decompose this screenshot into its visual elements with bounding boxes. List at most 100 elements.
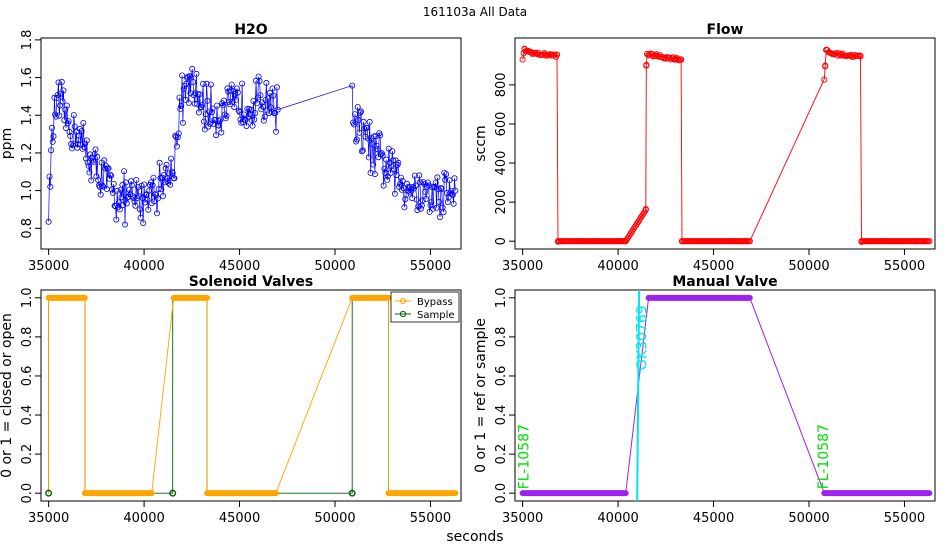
h2o-data-point [272,128,279,135]
h2o-data-point [423,195,430,202]
h2o-data-point [99,182,106,189]
h2o-y-tick-label: 1.0 [20,180,35,201]
flow-data-point [642,205,649,213]
h2o-data-point [156,159,163,166]
h2o-data-point [121,168,128,175]
h2o-data-point [199,102,206,109]
h2o-data-point [61,117,68,124]
h2o-data-point [256,78,263,85]
flow-y-tick-label: 0 [494,237,509,245]
h2o-data-point [153,210,160,217]
h2o-data-point [160,192,167,199]
h2o-panel: H2O ppm 35000 40000 45000 50000 55000 0.8 1.0 1.2… [0,22,462,274]
h2o-data-point [430,183,437,190]
sample-data-point [348,489,356,497]
h2o-data-point [70,112,77,119]
h2o-data-point [62,106,69,113]
manual-vertical-marker [636,290,641,501]
x-axis-common-label: seconds [446,529,503,545]
h2o-data-point [249,122,256,129]
h2o-data-point [443,171,450,178]
h2o-data-point [437,184,444,191]
h2o-data-point [173,143,180,150]
h2o-data-point [210,120,217,127]
h2o-data-point [370,161,377,168]
h2o-data-point [417,205,424,212]
solenoid-plot-area [45,294,459,497]
h2o-y-axis-label: ppm [0,128,15,159]
h2o-data-point [365,154,372,161]
h2o-data-point [155,185,162,192]
h2o-data-point [136,206,143,213]
h2o-data-point [364,124,371,131]
h2o-data-point [150,174,157,181]
h2o-data-point [135,193,142,200]
h2o-data-point [356,129,363,136]
h2o-data-point [66,128,73,135]
h2o-data-point [377,151,384,158]
solenoid-y-tick-label: 0.4 [20,405,35,426]
h2o-data-point [204,97,211,104]
h2o-data-point [416,172,423,179]
h2o-data-point [116,206,123,213]
h2o-data-point [71,123,78,130]
h2o-data-point [75,141,82,148]
flow-plot-frame [514,37,936,250]
h2o-data-point [97,191,104,198]
h2o-plot-area [45,65,459,228]
h2o-data-point [436,214,443,221]
h2o-data-point [86,169,93,176]
h2o-data-point [146,187,153,194]
h2o-data-point [441,169,448,176]
flow-y-tick-label: 600 [494,112,509,137]
h2o-data-point [373,142,380,149]
h2o-data-point [180,85,187,92]
h2o-y-tick-label: 1.6 [20,67,35,88]
h2o-data-point [380,182,387,189]
h2o-series-line [48,68,456,225]
h2o-data-point [235,107,242,114]
h2o-data-point [259,103,266,110]
h2o-data-point [182,96,189,103]
h2o-data-point [68,140,75,147]
h2o-x-tick-label: 35000 [28,259,69,274]
h2o-data-point [205,123,212,130]
h2o-data-point [358,148,365,155]
h2o-data-point [48,147,55,154]
h2o-data-point [45,218,52,225]
solenoid-y-tick-label: 0.0 [20,483,35,504]
h2o-data-point [186,73,193,80]
manual-y-axis-label: 0 or 1 = ref or sample [473,318,489,473]
manual-y-tick-label: 0.4 [494,405,509,426]
h2o-data-point [174,134,181,141]
h2o-data-point [134,184,141,191]
manual-y-tick-label: 0.2 [494,444,509,465]
h2o-data-point [163,161,170,168]
h2o-data-point [450,200,457,207]
sample-data-point [45,489,53,497]
h2o-data-point [128,182,135,189]
solenoid-x-tick-label: 35000 [28,511,69,526]
manual-y-tick-label: 0.6 [494,366,509,387]
h2o-data-point [411,172,418,179]
manual-y-tick-label: 0.0 [494,483,509,504]
h2o-data-point [221,111,228,118]
h2o-data-point [83,155,90,162]
manual-x-tick-label: 40000 [597,511,638,526]
h2o-data-point [60,87,67,94]
h2o-data-point [58,78,65,85]
h2o-data-point [274,106,281,113]
manual-x-tick-label: 35000 [502,511,543,526]
h2o-data-point [113,216,120,223]
h2o-data-point [48,124,55,131]
h2o-data-point [364,135,371,142]
h2o-data-point [190,92,197,99]
h2o-data-point [56,112,63,119]
h2o-data-point [351,111,358,118]
h2o-data-point [203,80,210,87]
h2o-data-point [84,159,91,166]
h2o-data-point [89,157,96,164]
h2o-data-point [153,192,160,199]
h2o-data-point [383,156,390,163]
